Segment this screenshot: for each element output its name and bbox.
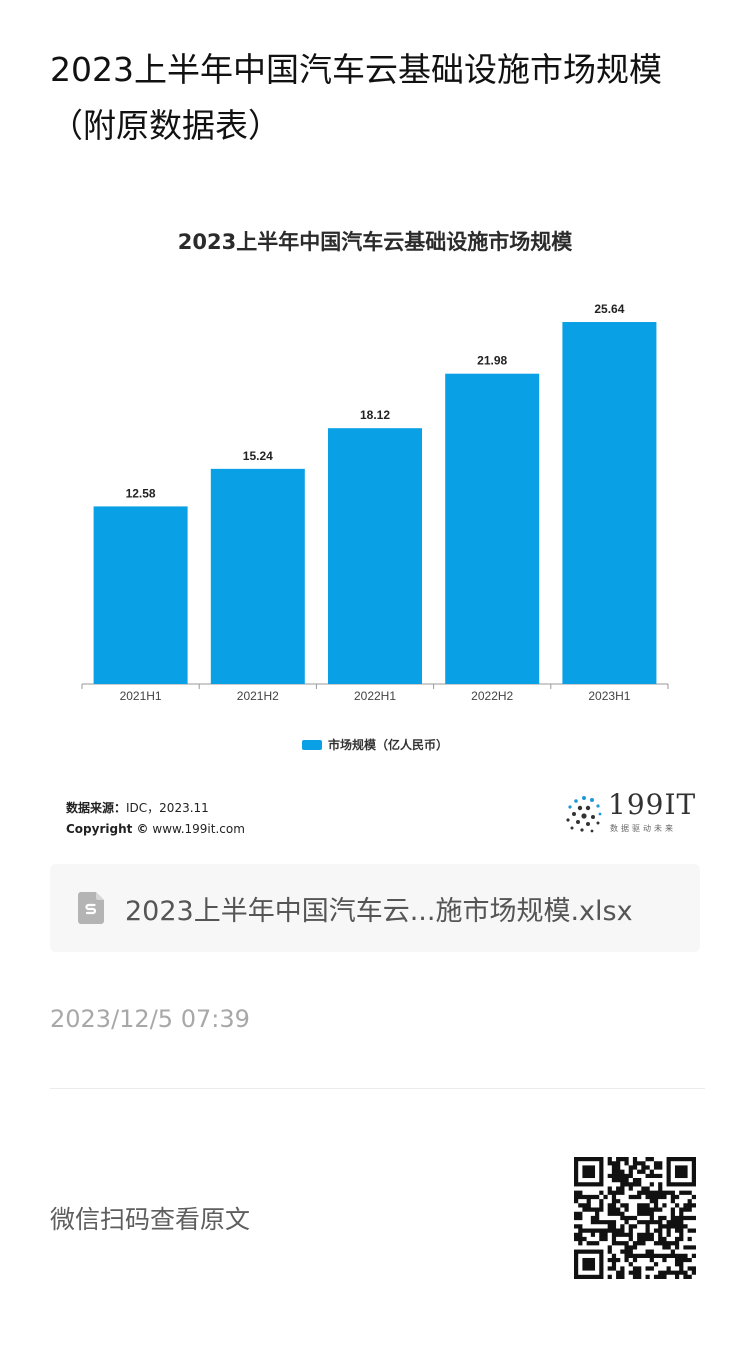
bar-2021H2 (210, 468, 305, 684)
qr-code-icon[interactable] (574, 1157, 696, 1279)
chart-image: 2023上半年中国汽车云基础设施市场规模 12.58 2021H1 15.24 202… (50, 200, 700, 850)
qr-hint-text: 微信扫码查看原文 (50, 1205, 251, 1234)
x-tick-label-2021H1: 2021H1 (120, 689, 162, 703)
bar-2023H1 (562, 322, 657, 684)
legend-label: 市场规模（亿人民币） (327, 738, 448, 752)
logo-dots-icon (566, 796, 602, 833)
logo-199it: 199IT 数据驱动未来 (560, 788, 695, 836)
divider (50, 1088, 705, 1089)
copyright-label: Copyright © (66, 822, 149, 836)
x-tick-label-2022H1: 2022H1 (354, 689, 396, 703)
x-tick-label-2023H1: 2023H1 (588, 689, 630, 703)
bar-2022H2 (445, 373, 540, 684)
bar-2021H1 (93, 506, 188, 684)
spreadsheet-file-icon (78, 892, 104, 924)
page-title: 2023上半年中国汽车云基础设施市场规模（附原数据表） (50, 50, 662, 145)
attachment-file[interactable]: 2023上半年中国汽车云...施市场规模.xlsx (50, 864, 700, 952)
bar-chart: 12.58 2021H1 15.24 2021H2 18.12 2022H1 21.98 20… (81, 302, 669, 703)
data-label-2021H2: 15.24 (243, 449, 273, 463)
chart-legend: 市场规模（亿人民币） (50, 736, 700, 753)
logo-subtitle: 数据驱动未来 (610, 824, 676, 833)
file-name: 2023上半年中国汽车云...施市场规模.xlsx (125, 895, 633, 927)
chart-title: 2023上半年中国汽车云基础设施市场规模 (177, 230, 573, 254)
source-label: 数据来源： (66, 801, 127, 815)
x-tick-label-2021H2: 2021H2 (237, 689, 279, 703)
logo-text: 199IT (608, 788, 697, 821)
source-block: 数据来源：IDC，2023.11 Copyright © www.199it.c… (66, 798, 245, 840)
data-label-2023H1: 25.64 (594, 302, 624, 316)
data-label-2022H1: 18.12 (360, 408, 390, 422)
copyright-value: www.199it.com (152, 822, 245, 836)
legend-swatch (301, 739, 322, 750)
data-label-2022H2: 21.98 (477, 354, 507, 368)
bar-2022H1 (328, 428, 422, 684)
x-tick-label-2022H2: 2022H2 (471, 689, 513, 703)
source-value: IDC，2023.11 (126, 801, 209, 815)
publish-timestamp: 2023/12/5 07:39 (50, 1005, 250, 1033)
data-label-2021H1: 12.58 (126, 486, 156, 500)
